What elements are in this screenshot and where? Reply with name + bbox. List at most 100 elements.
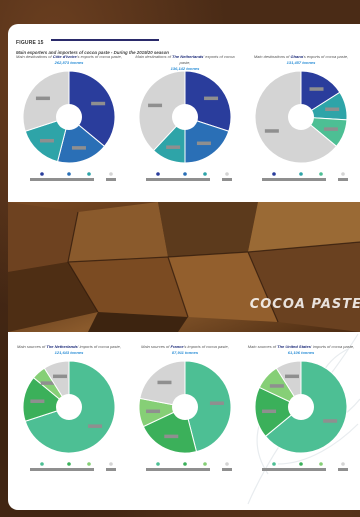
legend-swatch xyxy=(87,462,91,466)
legend-label xyxy=(338,178,348,181)
chart-title-suffix: 's imports of cocoa paste, xyxy=(183,344,229,349)
legend-label xyxy=(54,178,84,181)
legend-swatch xyxy=(67,172,71,176)
slice-data-label xyxy=(323,127,338,131)
legend-swatch xyxy=(156,462,160,466)
chart-title-value: 61,106 tonnes xyxy=(287,350,315,355)
figure-header: FIGURE 15 Main exporters and importers o… xyxy=(16,31,352,55)
legend-swatch xyxy=(319,462,323,466)
pie-chart-4: Main sources of The Netherlands' imports… xyxy=(14,344,124,473)
chart-title-suffix: 's exports of cocoa paste, xyxy=(302,54,349,59)
pie-chart-1: Main destinations of Côte d'Ivoire's exp… xyxy=(14,54,124,183)
chart-title: Main destinations of Ghana's exports of … xyxy=(246,54,356,67)
legend-swatch xyxy=(341,462,345,466)
pie-slice xyxy=(300,70,341,118)
legend-label xyxy=(286,178,316,181)
donut-chart xyxy=(138,360,232,454)
chart-title-prefix: Main sources of xyxy=(17,344,47,349)
legend-swatch xyxy=(40,172,44,176)
photo-caption: COCOA PASTE xyxy=(249,297,360,312)
legend-label xyxy=(222,468,232,471)
chart-title-suffix: 's exports of cocoa paste, xyxy=(76,54,122,59)
report-page: FIGURE 15 Main exporters and importers o… xyxy=(8,24,360,510)
chart-title-prefix: Main sources of xyxy=(141,344,171,349)
chart-title: Main sources of France's imports of coco… xyxy=(130,344,240,357)
slice-data-label xyxy=(269,384,284,388)
legend-swatch xyxy=(109,462,113,466)
legend-label xyxy=(262,178,286,181)
donut-hole xyxy=(172,394,198,420)
chart-title: Main sources of The Netherlands' imports… xyxy=(14,344,124,357)
legend-label xyxy=(84,178,94,181)
legend-swatch xyxy=(183,172,187,176)
chart-title-value: 87,911 tonnes xyxy=(171,350,199,355)
cocoa-paste-image xyxy=(8,202,360,332)
legend-label xyxy=(200,468,210,471)
legend-label xyxy=(170,178,200,181)
legend-label xyxy=(262,468,286,471)
legend-swatch xyxy=(225,172,229,176)
donut-chart xyxy=(254,70,348,164)
legend-label xyxy=(316,178,326,181)
donut-hole xyxy=(56,104,82,130)
pie-slice xyxy=(138,70,186,152)
legend-label xyxy=(106,178,116,181)
legend-label xyxy=(30,178,54,181)
chart-title-country: The Netherlands xyxy=(172,54,204,59)
legend-swatch xyxy=(299,172,303,176)
chart-title-value: 131,457 tonnes xyxy=(286,60,316,65)
slice-data-label xyxy=(285,374,300,379)
pie-slice xyxy=(275,360,302,409)
slice-data-label xyxy=(164,434,179,439)
chart-title-prefix: Main destinations of xyxy=(16,54,53,59)
slice-data-label xyxy=(166,145,181,149)
chart-title: Main destinations of The Netherlands' ex… xyxy=(130,54,240,71)
slice-data-label xyxy=(40,381,55,385)
slice-data-label xyxy=(148,103,163,108)
legend-label xyxy=(170,468,200,471)
pie-chart-2: Main destinations of The Netherlands' ex… xyxy=(130,54,240,183)
legend-swatch xyxy=(40,462,44,466)
pie-chart-6: Main sources of The United States' impor… xyxy=(246,344,356,473)
legend-swatch xyxy=(67,462,71,466)
legend-swatch xyxy=(272,462,276,466)
slice-data-label xyxy=(196,141,211,146)
legend-label xyxy=(30,468,54,471)
donut-chart xyxy=(22,360,116,454)
chart-title-prefix: Main destinations of xyxy=(253,54,291,59)
pie-slice xyxy=(184,360,232,453)
chart-title: Main sources of The United States' impor… xyxy=(246,344,356,357)
chart-legend xyxy=(30,462,116,471)
chart-title-country: The United States xyxy=(277,344,311,349)
legend-label xyxy=(286,468,316,471)
figure-label-row: FIGURE 15 xyxy=(16,31,352,49)
pie-slice xyxy=(184,116,230,164)
slice-data-label xyxy=(323,419,338,423)
legend-swatch xyxy=(319,172,323,176)
slice-data-label xyxy=(39,138,54,143)
chart-title-suffix: ' imports of cocoa paste, xyxy=(77,344,121,349)
donut-chart xyxy=(254,360,348,454)
figure-label: FIGURE 15 xyxy=(16,40,44,46)
chart-legend xyxy=(146,462,232,471)
legend-swatch xyxy=(225,462,229,466)
legend-swatch xyxy=(156,172,160,176)
donut-chart xyxy=(22,70,116,164)
donut-hole xyxy=(172,104,198,130)
slice-data-label xyxy=(146,409,161,414)
legend-swatch xyxy=(203,172,207,176)
chart-title-value: 262,873 tonnes xyxy=(54,60,84,65)
legend-label xyxy=(54,468,84,471)
slice-data-label xyxy=(53,374,68,379)
donut-hole xyxy=(288,104,314,130)
chart-title-suffix: ' imports of cocoa paste, xyxy=(310,344,355,349)
legend-swatch xyxy=(183,462,187,466)
legend-label xyxy=(146,178,170,181)
donut-chart xyxy=(138,70,232,164)
donut-hole xyxy=(56,394,82,420)
legend-label xyxy=(106,468,116,471)
slice-data-label xyxy=(35,96,50,101)
slice-data-label xyxy=(91,101,106,106)
slice-data-label xyxy=(71,146,86,150)
legend-swatch xyxy=(87,172,91,176)
